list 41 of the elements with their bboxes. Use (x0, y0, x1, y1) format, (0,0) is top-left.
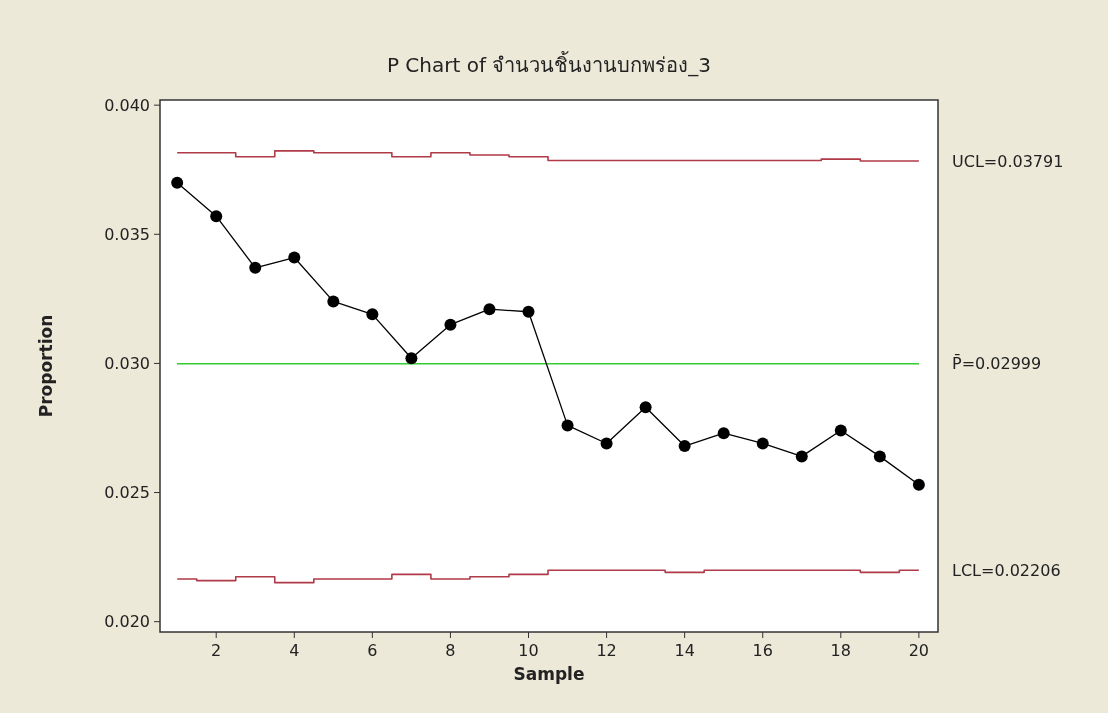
y-tick-label: 0.020 (104, 612, 150, 632)
y-tick-label: 0.040 (104, 95, 150, 115)
y-tick-label: 0.025 (104, 483, 150, 503)
text: LCL=0.02206 (952, 560, 1061, 580)
x-tick-label: 10 (518, 641, 539, 660)
x-tick-label: 16 (752, 641, 773, 660)
y-tick-label: 0.030 (104, 354, 150, 374)
point (522, 305, 535, 318)
x-tick-label: 20 (908, 641, 930, 660)
point (873, 450, 886, 463)
point (756, 437, 769, 450)
point (678, 440, 691, 453)
point (405, 352, 418, 365)
point (171, 176, 184, 189)
point (327, 295, 340, 308)
x-tick-label: 14 (674, 641, 695, 660)
point (600, 437, 613, 450)
point (288, 251, 301, 264)
point (639, 401, 652, 414)
x-axis-title: Sample (513, 664, 585, 684)
point (912, 478, 925, 491)
x-tick-label: 12 (596, 641, 617, 660)
point (444, 318, 457, 331)
point (561, 419, 574, 432)
y-axis-title: Proportion (36, 314, 56, 418)
x-tick-label: 18 (830, 641, 851, 660)
point (210, 210, 223, 223)
x-tick-label: 4 (289, 641, 300, 660)
point (249, 261, 262, 274)
text: UCL=0.03791 (952, 151, 1064, 171)
ref-line-label: P̄=0.02999 (952, 354, 1042, 374)
chart-title: P Chart of จำนวนชิ้นงานบกพร่อง_3 (386, 51, 712, 77)
x-tick-label: 8 (445, 641, 456, 660)
point (366, 308, 379, 321)
x-tick-label: 2 (211, 641, 222, 660)
point (483, 303, 496, 316)
point (795, 450, 808, 463)
point (834, 424, 847, 437)
y-tick-label: 0.035 (104, 224, 150, 244)
x-tick-label: 6 (367, 641, 378, 660)
point (717, 427, 730, 440)
